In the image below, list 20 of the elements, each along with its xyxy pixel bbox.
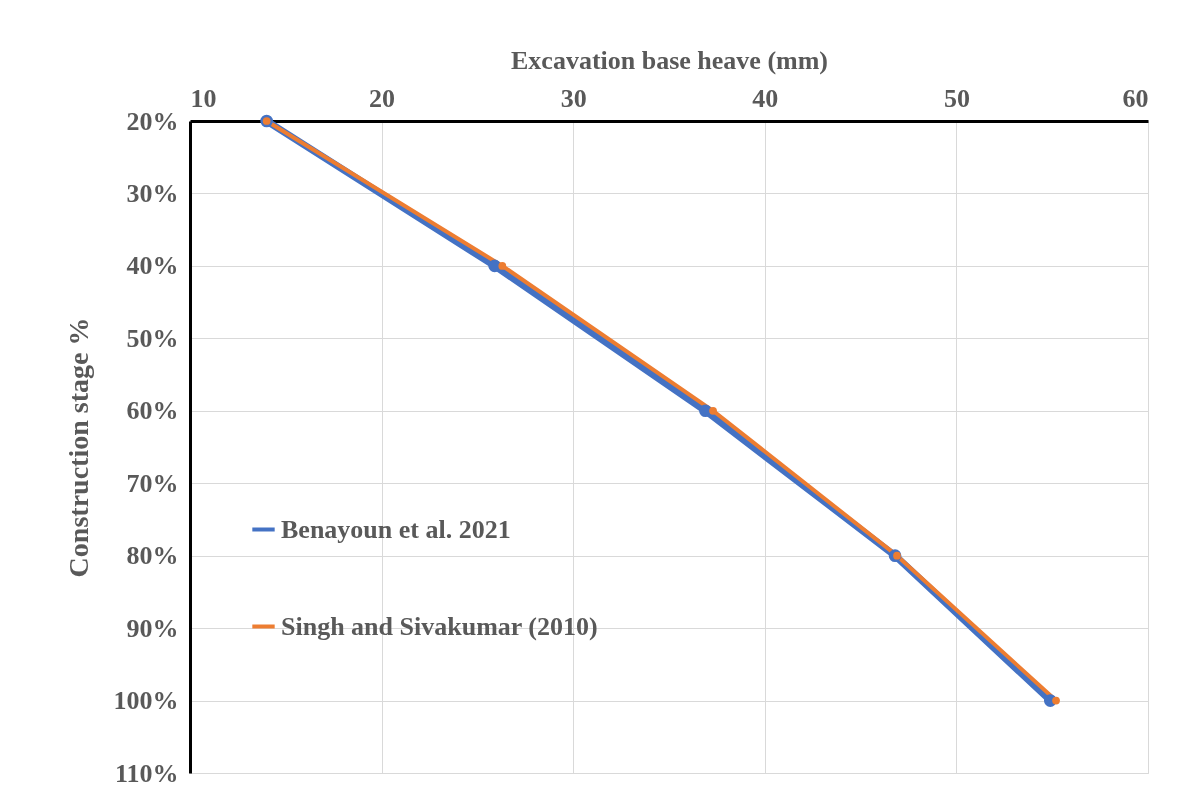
y-tick-label: 50%: [126, 323, 179, 353]
y-tick-label: 100%: [113, 686, 179, 716]
x-tick-label: 50: [943, 83, 970, 113]
x-tick-label: 10: [190, 83, 217, 113]
x-tick-label: 40: [752, 83, 779, 113]
y-tick-label: 110%: [114, 758, 179, 788]
x-axis-title: Excavation base heave (mm): [510, 45, 829, 75]
y-tick-label: 40%: [126, 251, 179, 281]
y-tick-label: 90%: [126, 613, 179, 643]
x-tick-label: 30: [560, 83, 587, 113]
x-tick-label: 60: [1122, 83, 1149, 113]
y-tick-label: 30%: [126, 178, 179, 208]
y-tick-label: 70%: [126, 468, 179, 498]
legend-label: Benayoun et al. 2021: [281, 514, 511, 544]
y-tick-label: 80%: [126, 541, 179, 571]
y-tick-label: 20%: [126, 106, 179, 136]
y-tick-label: 60%: [126, 396, 179, 426]
y-axis-title: Construction stage %: [62, 317, 94, 578]
x-tick-label: 20: [369, 83, 396, 113]
legend-label: Singh and Sivakumar (2010): [281, 611, 598, 641]
